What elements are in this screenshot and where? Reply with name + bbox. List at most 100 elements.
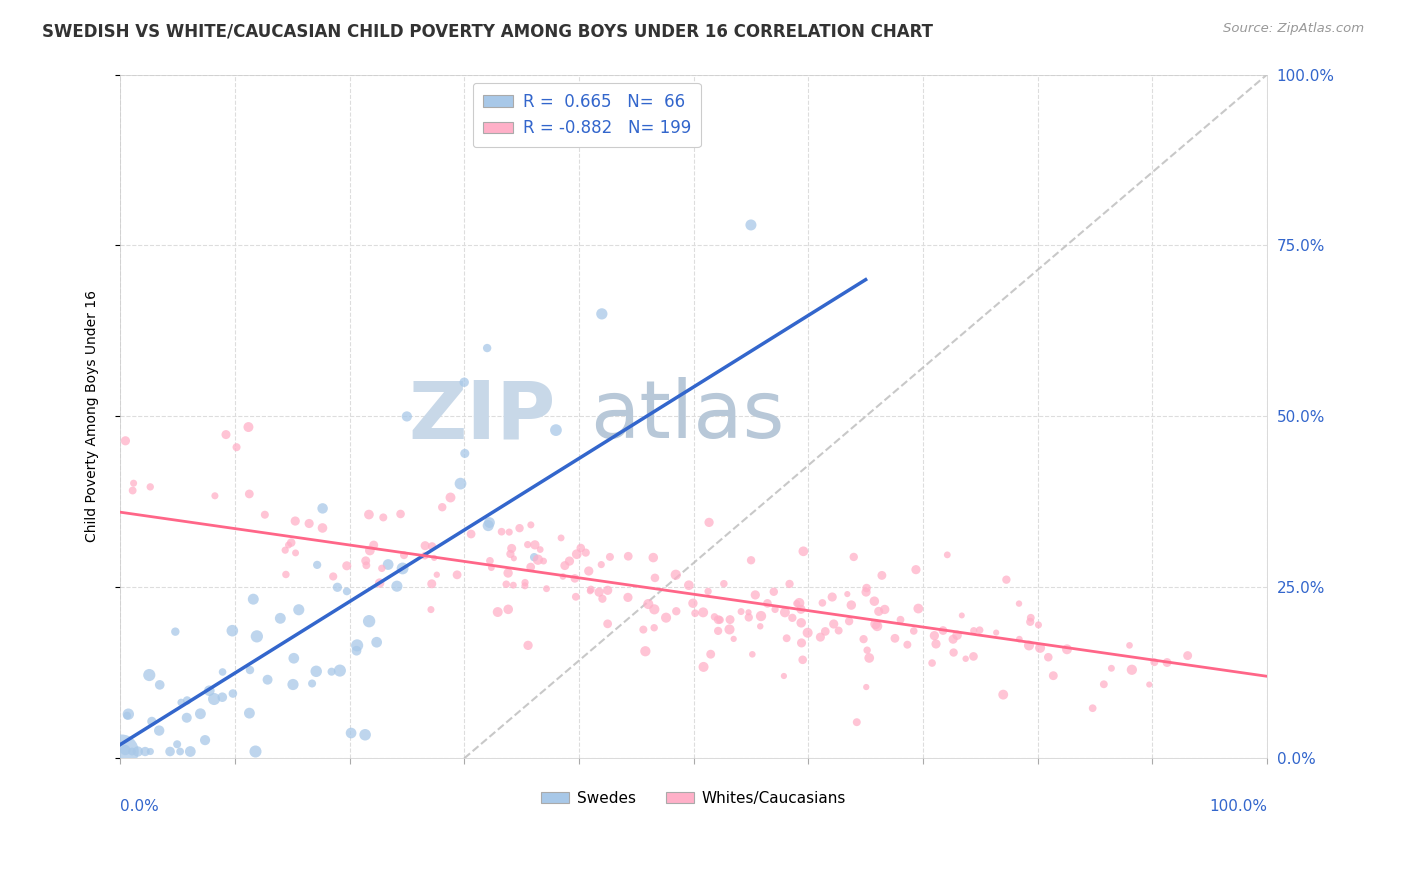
- Point: [311, 501, 333, 516]
- Point: [284, 546, 307, 560]
- Point: [453, 376, 475, 390]
- Point: [274, 567, 297, 582]
- Point: [665, 604, 688, 618]
- Point: [354, 554, 377, 568]
- Point: [340, 726, 363, 740]
- Point: [389, 507, 412, 521]
- Point: [536, 582, 558, 596]
- Point: [139, 745, 162, 759]
- Point: [551, 569, 574, 583]
- Point: [138, 668, 160, 682]
- Point: [903, 624, 925, 638]
- Point: [413, 549, 436, 563]
- Point: [454, 446, 477, 460]
- Point: [782, 611, 804, 625]
- Point: [491, 524, 513, 539]
- Point: [499, 547, 522, 561]
- Point: [202, 692, 225, 706]
- Point: [170, 695, 193, 709]
- Point: [591, 558, 613, 572]
- Point: [810, 630, 832, 644]
- Point: [117, 707, 139, 722]
- Point: [792, 544, 814, 558]
- Point: [359, 543, 381, 558]
- Point: [176, 711, 198, 725]
- Point: [159, 745, 181, 759]
- Point: [366, 635, 388, 649]
- Point: [346, 639, 368, 653]
- Point: [617, 591, 640, 605]
- Point: [718, 613, 741, 627]
- Point: [932, 624, 955, 638]
- Point: [796, 625, 818, 640]
- Point: [127, 745, 149, 759]
- Point: [790, 636, 813, 650]
- Point: [371, 561, 394, 575]
- Point: [579, 583, 602, 598]
- Point: [763, 602, 786, 616]
- Point: [617, 549, 640, 564]
- Point: [1018, 639, 1040, 653]
- Point: [305, 665, 328, 679]
- Point: [533, 554, 555, 568]
- Point: [738, 610, 761, 624]
- Point: [578, 564, 600, 578]
- Point: [215, 427, 238, 442]
- Point: [498, 525, 520, 540]
- Point: [776, 632, 799, 646]
- Point: [1042, 669, 1064, 683]
- Point: [740, 218, 762, 232]
- Point: [432, 500, 454, 515]
- Point: [962, 649, 984, 664]
- Point: [633, 623, 655, 637]
- Point: [744, 588, 766, 602]
- Point: [749, 609, 772, 624]
- Y-axis label: Child Poverty Among Boys Under 16: Child Poverty Among Boys Under 16: [86, 291, 100, 542]
- Point: [950, 608, 973, 623]
- Point: [814, 624, 837, 639]
- Point: [707, 624, 730, 638]
- Point: [873, 602, 896, 616]
- Point: [1118, 639, 1140, 653]
- Point: [516, 538, 538, 552]
- Text: 100.0%: 100.0%: [1209, 799, 1267, 814]
- Point: [723, 632, 745, 646]
- Point: [692, 606, 714, 620]
- Legend: Swedes, Whites/Caucasians: Swedes, Whites/Caucasians: [536, 785, 852, 813]
- Point: [121, 745, 143, 759]
- Point: [554, 558, 576, 573]
- Point: [413, 539, 436, 553]
- Point: [634, 644, 657, 658]
- Point: [246, 629, 269, 643]
- Point: [565, 590, 588, 604]
- Point: [478, 554, 501, 568]
- Point: [139, 480, 162, 494]
- Point: [495, 577, 517, 591]
- Point: [420, 576, 443, 591]
- Point: [242, 592, 264, 607]
- Point: [245, 745, 267, 759]
- Point: [111, 745, 134, 759]
- Point: [284, 514, 307, 528]
- Point: [149, 678, 172, 692]
- Point: [790, 615, 813, 630]
- Point: [377, 558, 399, 572]
- Point: [346, 644, 368, 658]
- Point: [946, 628, 969, 642]
- Point: [134, 745, 156, 759]
- Text: ZIP: ZIP: [409, 377, 555, 456]
- Point: [995, 573, 1018, 587]
- Point: [1056, 642, 1078, 657]
- Point: [450, 476, 472, 491]
- Point: [596, 616, 619, 631]
- Point: [718, 623, 741, 637]
- Point: [969, 623, 991, 637]
- Point: [787, 596, 810, 610]
- Point: [855, 585, 877, 599]
- Point: [756, 596, 779, 610]
- Point: [870, 568, 893, 582]
- Point: [683, 606, 706, 620]
- Point: [599, 549, 621, 564]
- Point: [385, 579, 408, 593]
- Point: [858, 651, 880, 665]
